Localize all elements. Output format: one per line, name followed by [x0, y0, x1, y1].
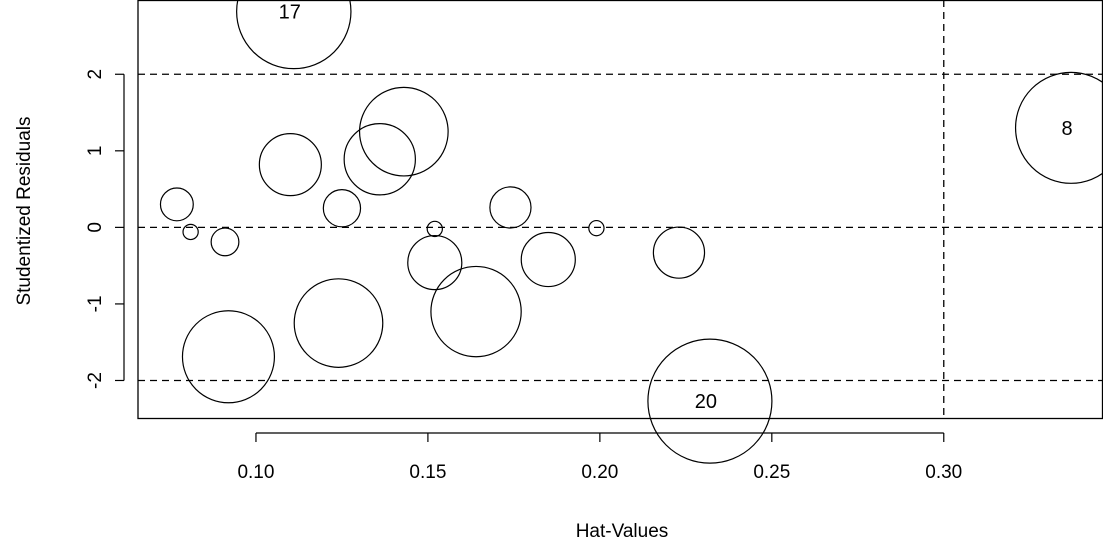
x-tick-label: 0.25 — [753, 462, 790, 483]
data-point — [293, 278, 384, 368]
y-tick-label: -1 — [85, 295, 106, 312]
data-point — [652, 226, 706, 279]
data-point — [1014, 71, 1103, 184]
plot-frame — [137, 0, 1103, 420]
axes: 0.10 0.15 0.20 0.25 0.30 -2 -1 0 1 2 — [85, 0, 1103, 483]
data-point — [258, 132, 322, 197]
y-axis-label: Studentized Residuals — [14, 116, 35, 305]
data-point — [182, 223, 199, 241]
data-point — [159, 187, 194, 222]
data-point — [489, 186, 532, 229]
data-point — [426, 220, 443, 238]
data-point — [210, 227, 240, 257]
y-tick-label: -2 — [85, 372, 106, 389]
data-point — [236, 0, 352, 70]
data-point — [322, 189, 362, 228]
y-tick-label: 0 — [85, 222, 106, 233]
reference-lines — [138, 0, 1103, 418]
data-points: 17 8 20 — [159, 0, 1103, 464]
data-point — [407, 234, 463, 291]
point-label: 20 — [695, 391, 717, 413]
point-label: 17 — [279, 1, 301, 23]
x-tick-label: 0.15 — [409, 462, 446, 483]
data-point — [358, 86, 449, 177]
x-tick-label: 0.20 — [581, 462, 618, 483]
x-tick-label: 0.10 — [237, 462, 274, 483]
x-axis-label: Hat-Values — [576, 521, 669, 542]
data-point — [520, 231, 576, 288]
x-tick-label: 0.30 — [925, 462, 962, 483]
point-label: 8 — [1061, 118, 1072, 140]
y-tick-label: 1 — [85, 146, 106, 157]
data-point — [430, 265, 522, 358]
data-point — [647, 338, 773, 464]
y-tick-label: 2 — [85, 69, 106, 80]
data-point — [343, 123, 416, 196]
data-point — [588, 219, 605, 237]
data-point — [181, 310, 276, 404]
